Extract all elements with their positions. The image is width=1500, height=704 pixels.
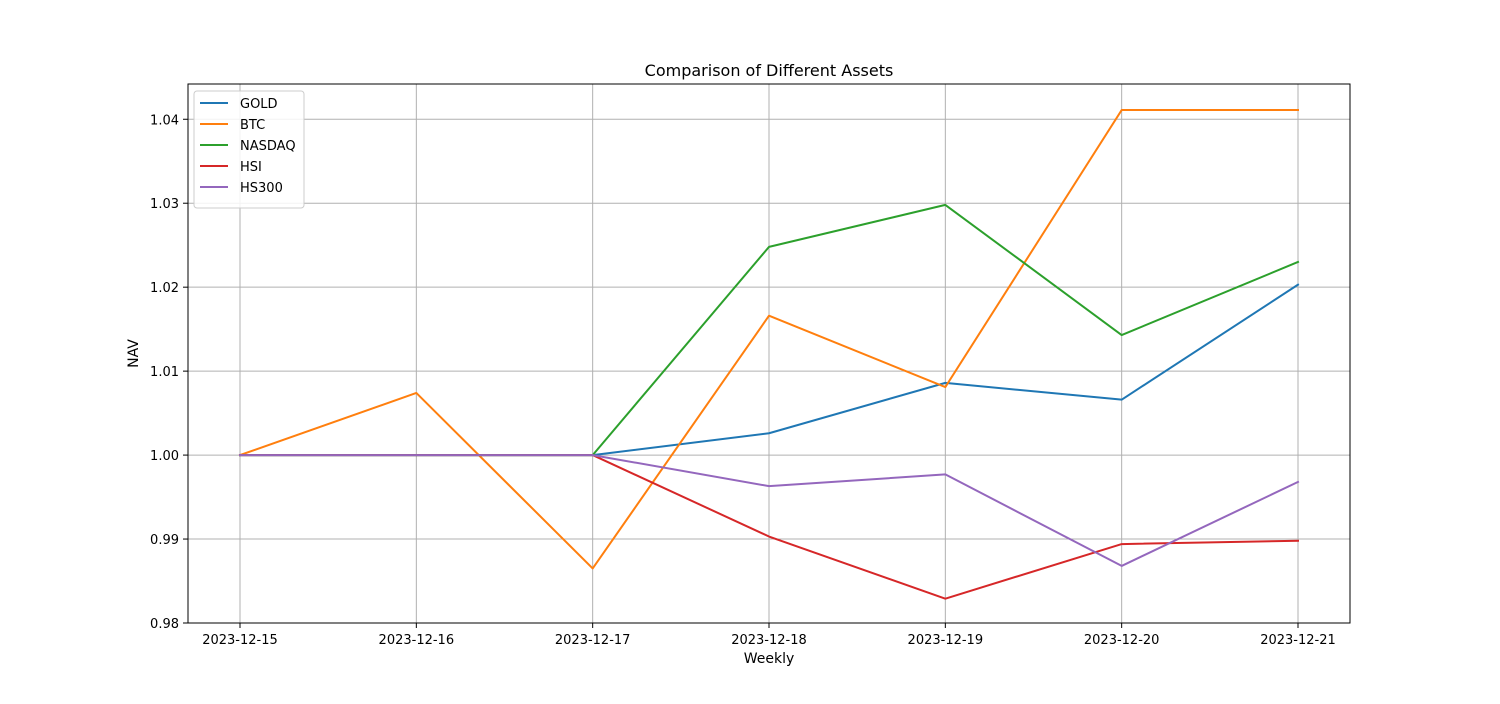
legend-label-hs300: HS300 — [240, 181, 283, 196]
y-tick-label: 0.99 — [150, 533, 179, 548]
chart-title: Comparison of Different Assets — [645, 61, 894, 80]
y-tick-label: 0.98 — [150, 617, 179, 632]
series-line-btc — [238, 109, 1299, 570]
legend-label-hsi: HSI — [240, 160, 262, 175]
legend-label-btc: BTC — [240, 118, 265, 133]
legend-box — [193, 90, 305, 209]
x-tick-label: 2023-12-17 — [555, 633, 631, 648]
y-tick-label: 1.01 — [150, 365, 179, 380]
tick-layer: 2023-12-15 2023-12-16 2023-12-17 2023-12-18… — [150, 113, 1336, 648]
x-tick-label: 2023-12-15 — [202, 633, 278, 648]
series-layer — [238, 109, 1300, 600]
y-tick-label: 1.04 — [150, 113, 179, 128]
legend: GOLD BTC NASDAQ HSI HS300 — [193, 90, 305, 209]
y-axis-label: NAV — [126, 339, 142, 368]
x-axis-label: Weekly — [744, 651, 795, 667]
legend-label-gold: GOLD — [240, 97, 278, 112]
legend-label-nasdaq: NASDAQ — [240, 139, 296, 154]
x-tick-label: 2023-12-21 — [1260, 633, 1336, 648]
grid-layer — [188, 84, 1350, 624]
series-line-hs300 — [239, 454, 1300, 567]
y-tick-label: 1.02 — [150, 281, 179, 296]
x-tick-label: 2023-12-20 — [1084, 633, 1160, 648]
x-tick-label: 2023-12-18 — [731, 633, 807, 648]
x-tick-label: 2023-12-19 — [908, 633, 984, 648]
y-tick-label: 1.03 — [150, 197, 179, 212]
y-tick-label: 1.00 — [150, 449, 179, 464]
x-tick-label: 2023-12-16 — [379, 633, 455, 648]
